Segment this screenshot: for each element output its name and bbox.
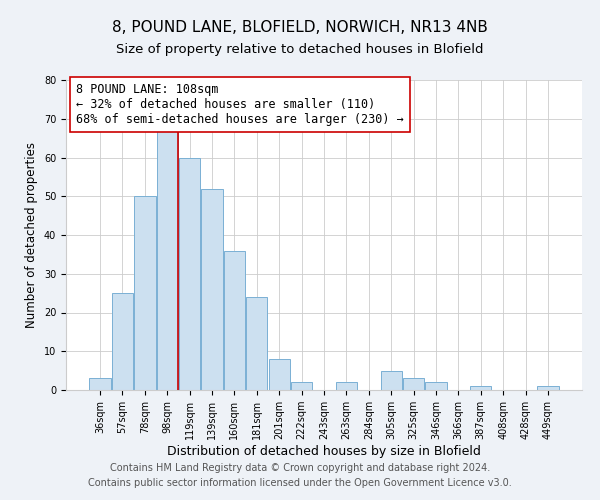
- Bar: [269, 359, 290, 390]
- Bar: [134, 196, 155, 390]
- Bar: [202, 188, 223, 390]
- X-axis label: Distribution of detached houses by size in Blofield: Distribution of detached houses by size …: [167, 445, 481, 458]
- Bar: [246, 297, 268, 390]
- Bar: [291, 382, 312, 390]
- Bar: [224, 250, 245, 390]
- Bar: [336, 382, 357, 390]
- Bar: [537, 386, 559, 390]
- Text: Size of property relative to detached houses in Blofield: Size of property relative to detached ho…: [116, 42, 484, 56]
- Bar: [112, 293, 133, 390]
- Bar: [179, 158, 200, 390]
- Bar: [380, 370, 402, 390]
- Text: 8, POUND LANE, BLOFIELD, NORWICH, NR13 4NB: 8, POUND LANE, BLOFIELD, NORWICH, NR13 4…: [112, 20, 488, 35]
- Bar: [89, 378, 111, 390]
- Text: Contains HM Land Registry data © Crown copyright and database right 2024.
Contai: Contains HM Land Registry data © Crown c…: [88, 462, 512, 487]
- Bar: [470, 386, 491, 390]
- Bar: [425, 382, 446, 390]
- Y-axis label: Number of detached properties: Number of detached properties: [25, 142, 38, 328]
- Text: 8 POUND LANE: 108sqm
← 32% of detached houses are smaller (110)
68% of semi-deta: 8 POUND LANE: 108sqm ← 32% of detached h…: [76, 83, 404, 126]
- Bar: [403, 378, 424, 390]
- Bar: [157, 130, 178, 390]
